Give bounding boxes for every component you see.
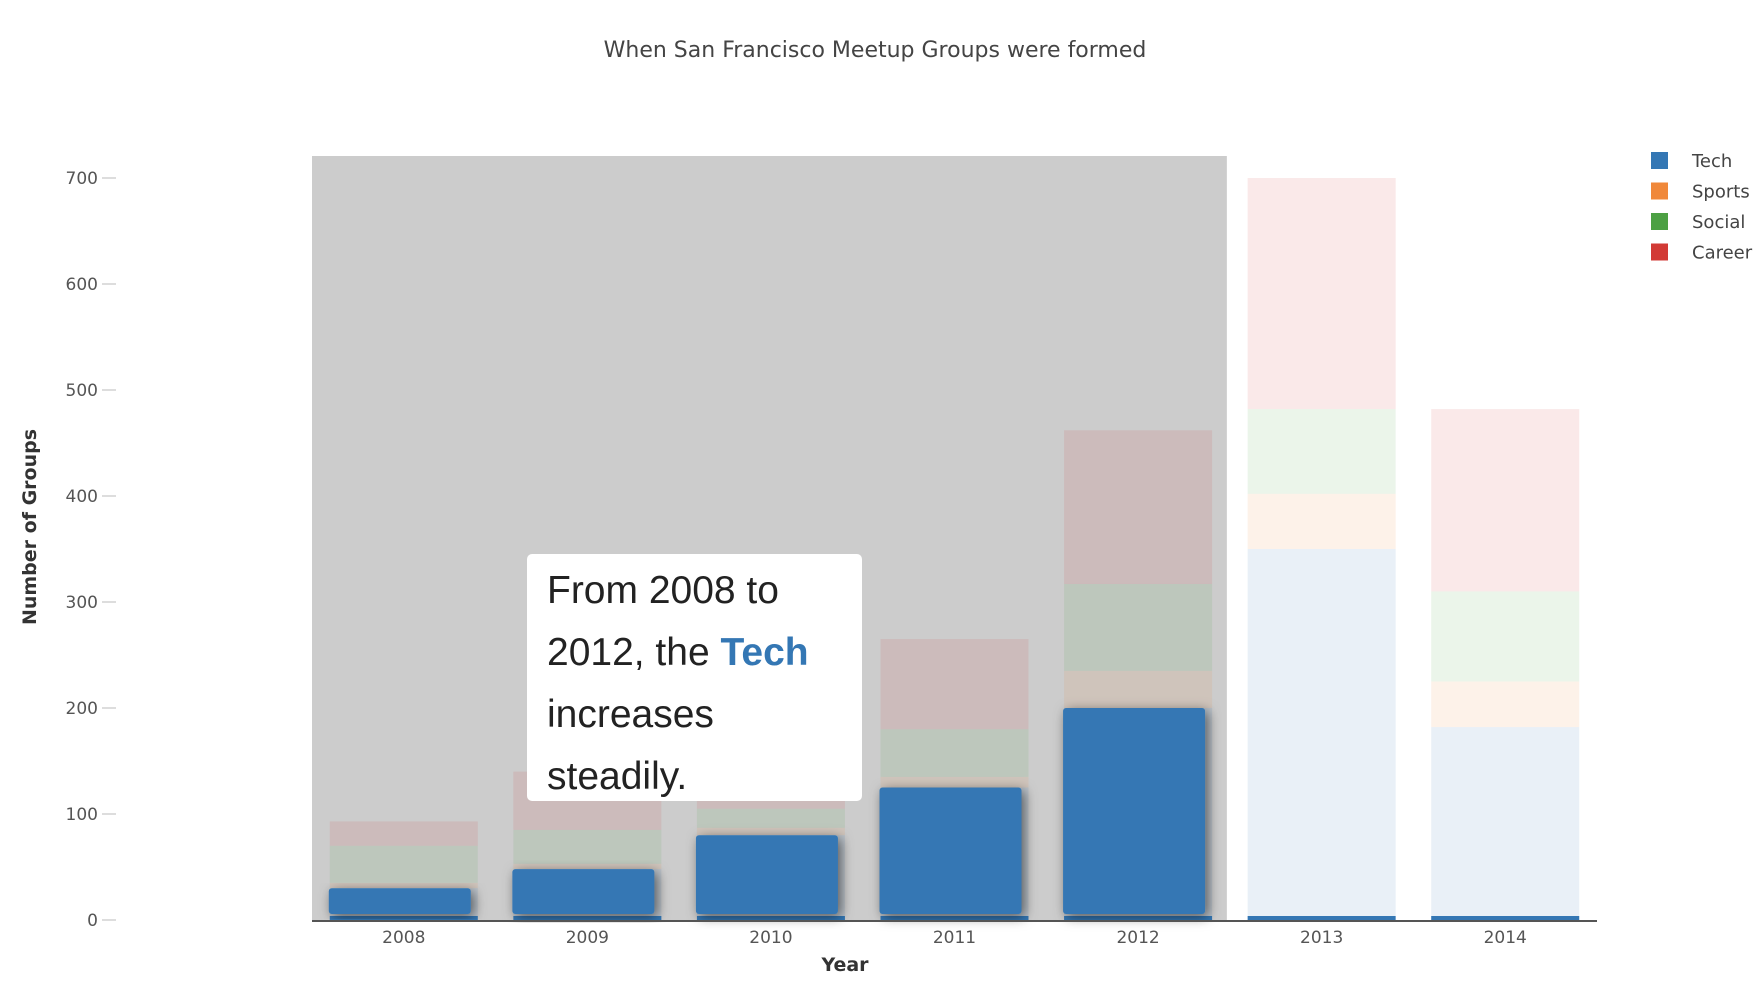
legend: Tech Sports Social Career — [1651, 151, 1753, 264]
annotation-highlight: Tech — [720, 631, 809, 674]
bar-segment-tech — [1431, 727, 1580, 920]
x-tick-label: 2011 — [933, 928, 976, 948]
legend-label-sports: Sports — [1692, 182, 1750, 203]
y-axis-title: Number of Groups — [19, 429, 41, 625]
bar-segment-career — [1431, 409, 1580, 592]
legend-swatch-sports — [1651, 182, 1668, 200]
y-tick-label: 0 — [87, 911, 98, 931]
bar-segment-sports — [696, 827, 845, 836]
bar-base-strip — [329, 916, 478, 920]
annotation-text: From 2008 to 2012, the — [547, 569, 779, 674]
chart-title: When San Francisco Meetup Groups were fo… — [604, 38, 1147, 63]
x-tick-label: 2009 — [566, 928, 609, 948]
bar-segment-social — [1247, 409, 1396, 494]
y-tick-label: 100 — [66, 805, 98, 825]
highlighted-bar-tech — [512, 869, 655, 914]
bar-segment-sports — [329, 882, 478, 889]
bar-segment-sports — [1247, 493, 1396, 549]
bar-segment-social — [880, 729, 1029, 777]
legend-label-social: Social — [1692, 212, 1745, 233]
highlighted-bar-tech — [879, 787, 1022, 914]
bar-base-strip — [1064, 916, 1213, 920]
bar-segment-tech — [1247, 549, 1396, 920]
bar-segment-social — [696, 808, 845, 828]
bar-segment-social — [1064, 583, 1213, 671]
x-tick-label: 2014 — [1484, 928, 1527, 948]
bar-segment-sports — [1431, 681, 1580, 728]
x-tick-label: 2008 — [382, 928, 425, 948]
bar-base-strip — [1431, 916, 1580, 920]
bar-base-strip — [1247, 916, 1396, 920]
annotation-text-end: increases steadily. — [547, 693, 714, 798]
legend-swatch-career — [1651, 243, 1668, 261]
bar-segment-career — [329, 821, 478, 846]
x-tick-label: 2013 — [1300, 928, 1343, 948]
bar-segment-social — [513, 829, 662, 864]
y-tick-label: 600 — [66, 275, 98, 295]
plot-area: 0 100 200 300 400 500 600 700 2008 2009 2010 2011 20… — [66, 156, 1597, 948]
bar-segment-career — [1064, 430, 1213, 584]
highlighted-bar-tech — [328, 888, 471, 914]
x-axis-title: Year — [820, 954, 869, 976]
bar-segment-career — [1247, 178, 1396, 410]
bar-segment-sports — [1064, 670, 1213, 708]
y-tick-label: 500 — [66, 381, 98, 401]
x-tick-label: 2012 — [1116, 928, 1159, 948]
y-tick-label: 400 — [66, 487, 98, 507]
x-tick-label: 2010 — [749, 928, 792, 948]
bar-segment-social — [329, 845, 478, 883]
bar-base-strip — [880, 916, 1029, 920]
bar-segment-career — [880, 639, 1029, 730]
bar-segment-sports — [513, 863, 662, 870]
legend-label-career: Career — [1692, 243, 1753, 264]
legend-swatch-social — [1651, 213, 1668, 230]
bar-base-strip — [513, 916, 662, 920]
y-tick-label: 300 — [66, 593, 98, 613]
highlighted-bar-tech — [1063, 708, 1206, 914]
annotation-callout: From 2008 to 2012, the Tech increases st… — [527, 554, 862, 801]
legend-label-tech: Tech — [1691, 151, 1732, 172]
y-tick-label: 200 — [66, 699, 98, 719]
bar-base-strip — [696, 916, 845, 920]
highlighted-bar-tech — [695, 835, 838, 914]
bar-segment-sports — [880, 776, 1029, 788]
legend-swatch-tech — [1651, 152, 1668, 169]
y-tick-label: 700 — [66, 169, 98, 189]
bar-segment-social — [1431, 591, 1580, 682]
